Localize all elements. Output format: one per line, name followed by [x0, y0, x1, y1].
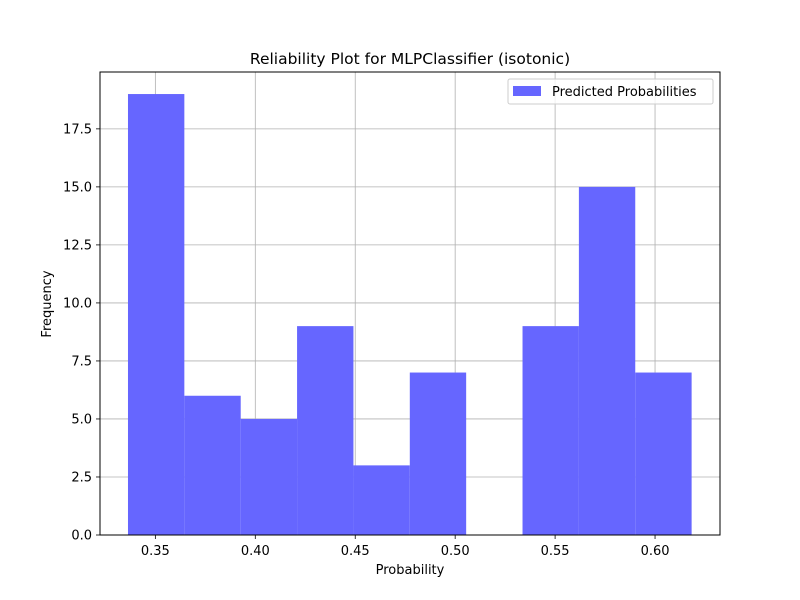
histogram-bars — [127, 94, 692, 536]
histogram-bar — [578, 186, 636, 535]
y-tick-label: 15.0 — [63, 180, 92, 195]
x-axis-label: Probability — [376, 563, 445, 578]
x-tick-label: 0.45 — [341, 544, 370, 559]
histogram-bar — [184, 395, 241, 535]
x-tick-label: 0.40 — [241, 544, 270, 559]
y-tick-label: 2.5 — [71, 470, 92, 485]
x-tick-label: 0.50 — [441, 544, 470, 559]
y-axis-label: Frequency — [40, 270, 55, 337]
legend-label: Predicted Probabilities — [552, 85, 697, 100]
y-tick-label: 17.5 — [63, 122, 92, 137]
y-tick-label: 7.5 — [71, 354, 92, 369]
histogram-bar — [353, 465, 410, 535]
histogram-bar — [297, 326, 354, 535]
axis-ticks: 0.35 0.40 0.45 0.50 0.55 0.60 0.0 2.5 5.0 7.5 10.0… — [63, 122, 669, 559]
histogram-bar — [127, 94, 185, 536]
x-tick-label: 0.35 — [141, 544, 170, 559]
x-tick-label: 0.60 — [641, 544, 670, 559]
legend-box — [507, 78, 714, 105]
y-tick-label: 12.5 — [63, 238, 92, 253]
histogram-bar — [635, 372, 692, 535]
chart-title: Reliability Plot for MLPClassifier (isot… — [250, 50, 570, 68]
histogram-bar — [240, 418, 298, 535]
histogram-bar — [409, 372, 467, 535]
y-tick-label: 5.0 — [71, 412, 92, 427]
legend-swatch — [513, 86, 541, 96]
plot-area-frame — [99, 71, 721, 536]
y-tick-label: 0.0 — [71, 529, 92, 544]
y-tick-label: 10.0 — [63, 296, 92, 311]
x-tick-label: 0.55 — [541, 544, 570, 559]
histogram-bar — [522, 326, 579, 535]
legend: Predicted Probabilities — [507, 78, 714, 105]
